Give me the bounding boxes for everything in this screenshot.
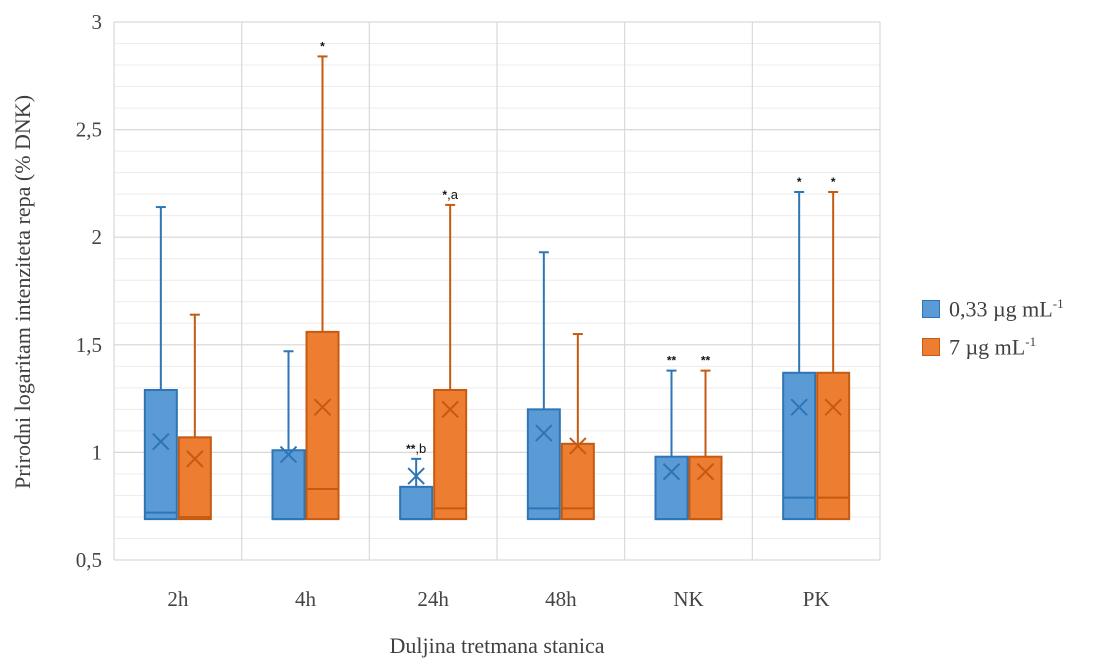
x-axis-ticks: 2h 4h 24h 48h NK PK [167, 587, 829, 611]
significance-marker: ** [667, 354, 677, 368]
legend-label-series-1: 0,33 µg mL-1 [949, 295, 1064, 322]
mean-marker [441, 400, 459, 419]
mean-marker [569, 437, 587, 455]
legend-item-series-2: 7 µg mL-1 [922, 328, 1064, 366]
mean-marker [313, 398, 332, 416]
box-1-PK [782, 191, 817, 521]
x-axis-title: Duljina tretmana stanica [389, 633, 604, 658]
significance-annotations: **,b*****,a*** [320, 39, 836, 455]
box-1-48h [526, 251, 561, 521]
significance-marker: ** [701, 354, 711, 368]
mean-marker [186, 450, 204, 468]
legend-label-series-2: 7 µg mL-1 [949, 333, 1037, 360]
box-series [143, 55, 851, 521]
box-2-PK [816, 191, 851, 521]
y-tick-label: 0,5 [76, 548, 102, 572]
box-body [560, 442, 595, 521]
box-1-NK [654, 369, 689, 521]
box-2-4h [305, 55, 340, 521]
box-body [271, 449, 306, 521]
box-1-4h [271, 350, 306, 521]
box-body [816, 371, 851, 521]
mean-marker [824, 398, 842, 416]
legend-swatch-series-1 [922, 300, 940, 318]
box-body [143, 388, 178, 521]
y-tick-label: 1 [92, 440, 103, 464]
box-1-24h [399, 457, 434, 521]
mean-marker [696, 463, 715, 481]
x-tick-label: 4h [295, 587, 317, 611]
y-tick-label: 3 [92, 10, 103, 34]
significance-marker: * [831, 175, 836, 189]
x-tick-label: PK [803, 587, 830, 611]
legend-item-series-1: 0,33 µg mL-1 [922, 290, 1064, 328]
box-body [305, 330, 340, 521]
box-body [433, 388, 468, 521]
box-2-24h [433, 203, 468, 521]
y-tick-label: 1,5 [76, 333, 102, 357]
x-tick-label: 2h [167, 587, 189, 611]
box-body [654, 455, 689, 521]
box-1-2h [143, 206, 178, 521]
box-body [526, 408, 561, 521]
mean-marker [407, 467, 425, 485]
mean-marker [535, 424, 553, 442]
y-tick-label: 2,5 [76, 118, 102, 142]
box-body [782, 371, 817, 521]
x-tick-label: 24h [417, 587, 449, 611]
box-body [399, 485, 434, 521]
mean-marker [279, 445, 298, 464]
significance-marker: *,a [442, 187, 458, 202]
significance-marker: * [320, 39, 325, 53]
box-body [177, 436, 212, 521]
box-body [688, 455, 723, 521]
box-2-48h [560, 333, 595, 521]
box-2-2h [177, 313, 212, 521]
x-tick-label: NK [673, 587, 703, 611]
x-tick-label: 48h [545, 587, 577, 611]
significance-marker: * [797, 175, 802, 189]
legend: 0,33 µg mL-1 7 µg mL-1 [922, 290, 1064, 366]
mean-marker [790, 398, 808, 416]
y-axis-title: Prirodni logaritam intenziteta repa (% D… [10, 95, 35, 489]
mean-marker [152, 432, 170, 451]
significance-marker: **,b [406, 441, 426, 456]
y-axis-ticks: 0,5 1 1,5 2 2,5 3 [76, 10, 102, 572]
y-tick-label: 2 [92, 225, 103, 249]
box-2-NK [688, 369, 723, 521]
gridlines [113, 21, 881, 561]
legend-swatch-series-2 [922, 338, 940, 356]
mean-marker [662, 463, 681, 481]
